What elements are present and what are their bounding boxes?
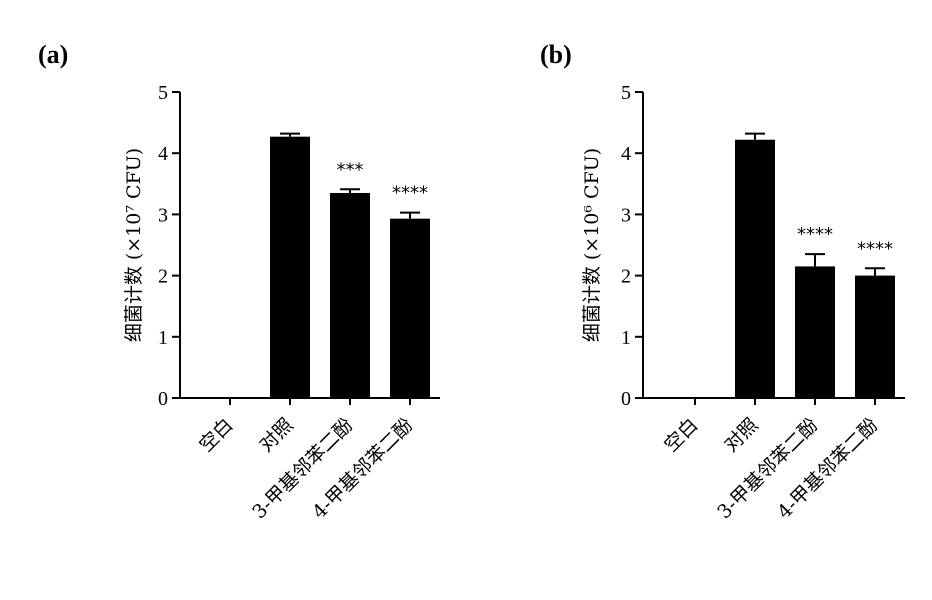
y-tick-label: 3 [158,204,168,226]
y-tick-label: 2 [158,266,168,288]
bar [735,139,775,398]
y-axis-label-b: 细菌计数 (×10⁶ CFU) [581,148,603,342]
y-tick-label: 5 [621,82,631,104]
y-tick-label: 4 [158,143,168,165]
significance-label: **** [857,238,893,259]
x-tick-label: 空白 [195,414,237,456]
y-tick-label: 5 [158,82,168,104]
bar [795,266,835,398]
y-tick-label: 3 [621,204,631,226]
x-tick-label: 对照 [720,414,762,456]
y-tick-label: 0 [621,388,631,410]
bar [270,136,310,398]
y-tick-label: 4 [621,143,631,165]
bar [330,192,370,398]
panel-label-b: (b) [540,40,572,69]
x-tick-label: 空白 [660,414,702,456]
bar [855,275,895,398]
x-tick-label: 对照 [255,414,297,456]
y-tick-label: 1 [158,327,168,349]
y-axis-label-a: 细菌计数 (×10⁷ CFU) [123,148,145,342]
panel-label-a: (a) [38,40,68,69]
bar [390,218,430,398]
significance-label: *** [337,159,364,180]
y-tick-label: 2 [621,266,631,288]
significance-label: **** [797,224,833,245]
y-tick-label: 1 [621,327,631,349]
y-tick-label: 0 [158,388,168,410]
significance-label: **** [392,183,428,204]
